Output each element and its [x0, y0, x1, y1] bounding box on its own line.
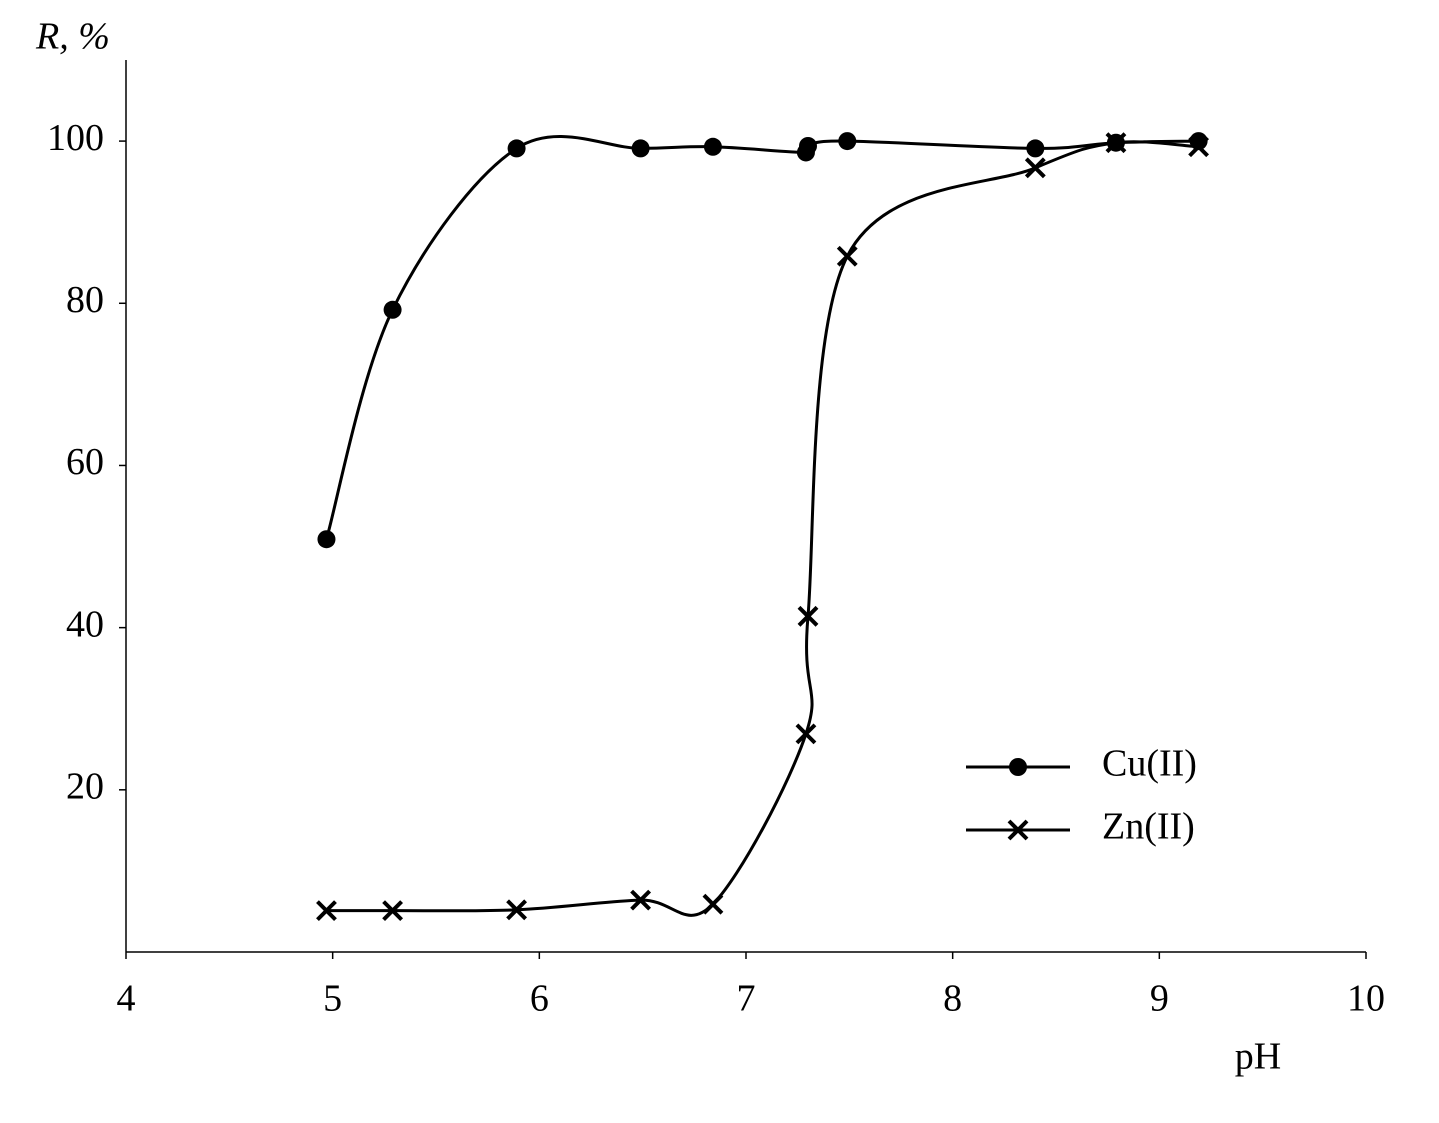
marker [383, 300, 402, 319]
x-tick-label: 6 [530, 978, 549, 1020]
marker [836, 245, 858, 267]
y-tick-label: 20 [66, 766, 104, 808]
y-tick-label: 80 [66, 279, 104, 321]
marker [382, 900, 404, 922]
y-tick-label: 60 [66, 441, 104, 483]
legend-label: Zn(II) [1102, 806, 1195, 848]
marker [703, 137, 722, 156]
marker [1024, 157, 1046, 179]
series-line [325, 134, 1199, 540]
y-tick-label: 40 [66, 603, 104, 645]
marker [630, 889, 652, 911]
x-tick-label: 8 [943, 978, 962, 1020]
marker [702, 893, 724, 915]
x-tick-label: 5 [323, 978, 342, 1020]
x-axis-label: pH [1235, 1036, 1281, 1078]
marker [507, 139, 526, 158]
marker [316, 900, 337, 922]
x-tick-label: 10 [1347, 978, 1385, 1020]
marker [317, 530, 336, 549]
x-tick-label: 7 [737, 978, 756, 1020]
y-axis-label: R, % [35, 16, 110, 58]
legend-label: Cu(II) [1102, 743, 1197, 785]
marker [631, 139, 650, 158]
marker [1188, 136, 1210, 158]
series-line [326, 140, 1199, 917]
x-tick-label: 4 [117, 978, 136, 1020]
x-tick-label: 9 [1150, 978, 1169, 1020]
legend-marker [1009, 758, 1027, 776]
marker [1105, 132, 1127, 154]
marker [799, 136, 817, 155]
marker [797, 605, 819, 627]
y-tick-label: 100 [47, 117, 104, 159]
marker [1026, 139, 1045, 158]
legend-marker [1007, 819, 1029, 841]
marker [506, 899, 528, 921]
marker [795, 723, 817, 745]
marker [838, 132, 857, 151]
